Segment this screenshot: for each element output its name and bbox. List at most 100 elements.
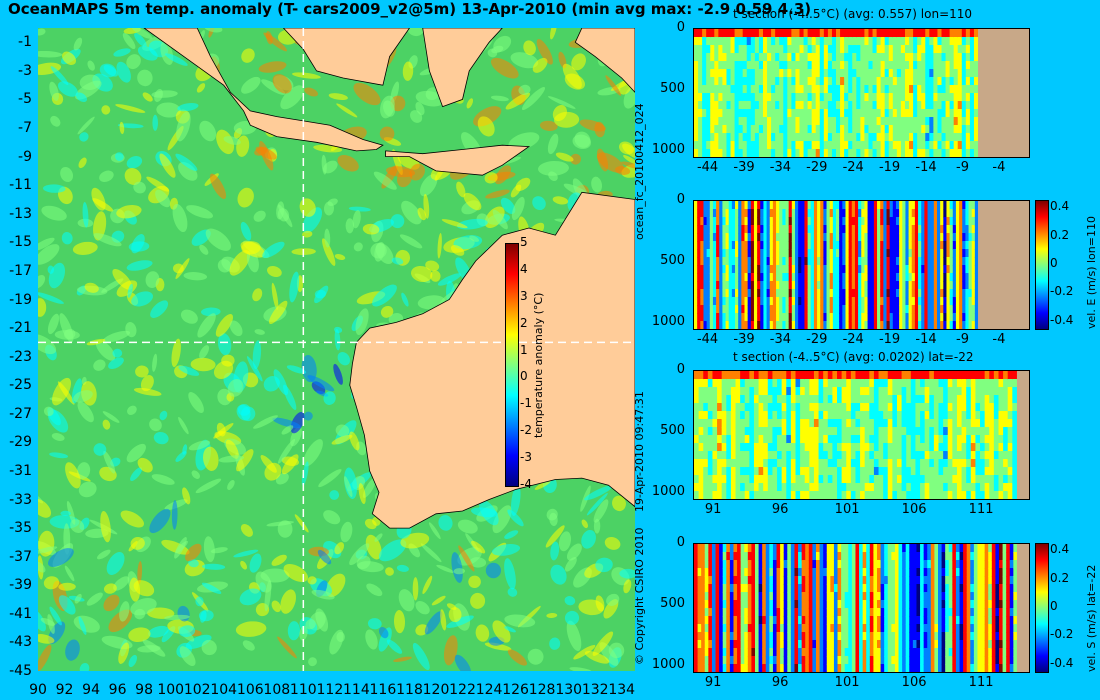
section-x-tick-label: -44 <box>696 332 719 347</box>
run-id-label: ocean_fc_20100412_024 <box>633 103 646 240</box>
section-x-tick-label: 91 <box>704 502 722 517</box>
map-x-tick-label: 114 <box>343 682 370 698</box>
map-x-tick-label: 96 <box>108 682 127 698</box>
section-plot-3 <box>693 370 1030 500</box>
sulawesi-landmass <box>422 28 503 108</box>
section-svg <box>694 544 1029 672</box>
section-x-tick-label: -19 <box>878 332 901 347</box>
section-svg <box>694 371 1029 499</box>
section-y-tick-label: 1000 <box>651 483 685 499</box>
map-y-tick-label: -27 <box>9 405 32 422</box>
map-y-tick-label: -11 <box>9 177 32 194</box>
section-x-tick-label: 91 <box>704 675 722 690</box>
section-y-tick-label: 1000 <box>651 141 685 157</box>
section-x-tick-label: -4 <box>992 160 1006 175</box>
section-y-tick-label: 1000 <box>651 656 685 672</box>
velocity-colorbar-tick-label: -0.4 <box>1050 312 1074 327</box>
section-x-tick-label: -24 <box>842 160 864 175</box>
section-x-tick-label: 96 <box>771 502 789 517</box>
map-x-tick-label: 118 <box>396 682 423 698</box>
sumatra-java-landmass <box>143 28 384 152</box>
map-y-tick-label: -9 <box>18 148 32 165</box>
map-x-tick-label: 112 <box>316 682 344 698</box>
velocity-colorbar-tick-label: -0.2 <box>1050 627 1074 642</box>
section-x-tick-label: 106 <box>901 675 927 690</box>
section-x-tick-label: 101 <box>834 675 860 690</box>
section-y-tick-label: 500 <box>660 423 685 438</box>
section-x-tick-label: 96 <box>771 675 789 690</box>
map-y-tick-label: -21 <box>9 320 32 337</box>
section-y-tick-label: 500 <box>660 253 685 268</box>
section-x-tick-label: 101 <box>834 502 860 517</box>
map-y-tick-label: -43 <box>9 634 32 651</box>
map-x-tick-label: 124 <box>475 682 503 698</box>
map-svg <box>38 28 635 671</box>
section-y-tick-label: 0 <box>676 20 685 35</box>
map-y-tick-label: -35 <box>9 520 32 537</box>
map-y-tick-label: -33 <box>9 491 32 508</box>
velocity-colorbar-tick-label: -0.4 <box>1050 655 1074 670</box>
map-y-tick-label: -39 <box>9 577 32 594</box>
temperature-colorbar <box>505 243 519 487</box>
map-x-tick-label: 102 <box>183 682 211 698</box>
map-y-tick-label: -23 <box>9 348 32 365</box>
map-x-tick-label: 108 <box>263 682 291 698</box>
map-y-tick-label: -37 <box>9 548 32 565</box>
section-land <box>978 29 1029 157</box>
section-y-tick-label: 500 <box>660 81 685 96</box>
section-plot-1 <box>693 28 1030 158</box>
section-x-tick-label: -39 <box>733 332 755 347</box>
lesser-sunda-islands <box>385 144 531 176</box>
section-x-tick-label: -19 <box>878 160 901 175</box>
section-y-tick-label: 0 <box>676 362 685 377</box>
map-y-tick-label: -13 <box>9 205 32 222</box>
temperature-anomaly-map <box>38 28 635 671</box>
section-land <box>978 201 1029 329</box>
section-svg <box>694 201 1029 329</box>
section-y-tick-label: 0 <box>676 192 685 207</box>
map-x-tick-label: 94 <box>82 682 100 698</box>
velocity-colorbar-tick-label: -0.2 <box>1050 284 1074 299</box>
velocity-colorbar-tick-label: 0 <box>1050 256 1058 270</box>
colorbar-tick-label: -1 <box>520 396 532 411</box>
velocity-colorbar-tick-label: 0.2 <box>1050 227 1070 242</box>
colorbar-tick-label: 4 <box>520 261 528 276</box>
borneo-landmass <box>282 28 410 86</box>
map-y-tick-label: -7 <box>18 120 32 136</box>
section-x-tick-label: -44 <box>696 160 719 175</box>
map-x-tick-label: 104 <box>210 682 238 698</box>
section-plot-2 <box>693 200 1030 330</box>
section-y-tick-label: 0 <box>676 535 685 550</box>
map-x-tick-label: 106 <box>236 682 264 698</box>
section-x-tick-label: -29 <box>806 332 828 347</box>
section-x-tick-label: -39 <box>733 160 755 175</box>
velocity-colorbar-label: vel. E (m/s) lon=110 <box>1085 216 1098 329</box>
map-y-tick-label: -29 <box>9 434 32 451</box>
section-x-tick-label: 106 <box>901 502 927 517</box>
map-x-tick-label: 98 <box>135 682 153 698</box>
velocity-colorbar-label: vel. S (m/s) lat=-22 <box>1085 564 1098 672</box>
map-y-tick-label: -15 <box>9 234 32 251</box>
velocity-colorbar-tick-label: 0 <box>1050 599 1058 613</box>
section-plot-4 <box>693 543 1030 673</box>
australia-landmass <box>349 191 635 529</box>
velocity-colorbar-tick-label: 0.2 <box>1050 570 1070 585</box>
map-y-tick-label: -19 <box>9 291 32 308</box>
map-y-tick-label: -41 <box>9 605 32 622</box>
section-x-tick-label: 111 <box>968 675 994 690</box>
map-y-tick-label: -45 <box>9 663 32 679</box>
map-x-tick-label: 92 <box>55 682 74 698</box>
section-x-tick-label: -4 <box>992 332 1006 347</box>
section-x-tick-label: -34 <box>769 332 791 347</box>
section-x-tick-label: -14 <box>915 160 937 175</box>
section-title: t section (-4..5°C) (avg: 0.0202) lat=-2… <box>733 350 974 364</box>
section-y-tick-label: 1000 <box>651 313 685 329</box>
section-x-tick-label: -34 <box>769 160 791 175</box>
map-x-tick-label: 132 <box>581 682 609 698</box>
map-x-tick-label: 134 <box>608 682 636 698</box>
map-x-tick-label: 128 <box>528 682 556 698</box>
map-x-tick-label: 116 <box>369 682 397 698</box>
velocity-colorbar-tick-label: 0.4 <box>1050 199 1070 214</box>
section-svg <box>694 29 1029 157</box>
velocity-colorbar <box>1035 543 1049 673</box>
